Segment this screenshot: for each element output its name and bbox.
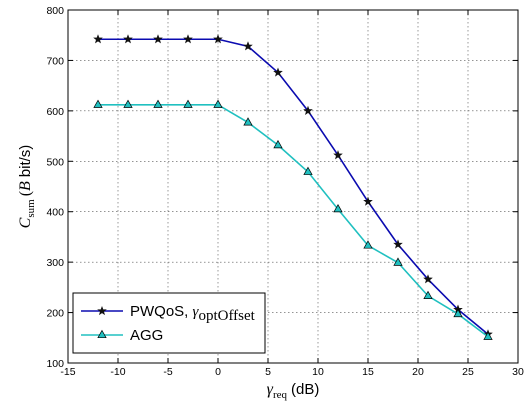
legend-label-agg: AGG (130, 327, 163, 344)
y-tick-label: 100 (46, 358, 64, 370)
data-point-agg (363, 240, 373, 249)
x-tick-label: 5 (265, 366, 271, 378)
y-tick-label: 200 (46, 308, 64, 320)
plot-frame (67, 9, 519, 364)
legend-entry-pwqos: PWQoS, γoptOffset (81, 303, 256, 324)
x-tick-label: 25 (462, 366, 474, 378)
series-agg (93, 99, 493, 340)
x-tick-label: -15 (60, 366, 75, 378)
series-line-agg (98, 104, 489, 338)
data-point-pwqos (153, 34, 163, 44)
series-layer (93, 34, 493, 340)
grid-lines (68, 10, 518, 363)
axis-ticks: -15 -10 -5 0 5 10 15 20 25 30 100 200 300 400 500 600 70… (46, 5, 524, 378)
legend-box (72, 292, 266, 354)
data-point-pwqos (333, 150, 343, 160)
y-axis-label: Csum(Bbit/s) (17, 145, 37, 229)
data-point-pwqos (123, 34, 133, 44)
data-point-agg (213, 99, 223, 108)
data-point-agg (333, 203, 343, 213)
legend-label-pwqos: PWQoS, γoptOffset (130, 303, 256, 324)
data-point-agg (123, 99, 133, 108)
data-point-pwqos (213, 34, 223, 44)
x-tick-label: 0 (215, 366, 221, 378)
data-point-agg (273, 139, 283, 149)
legend-marker-agg (97, 329, 107, 339)
y-tick-label: 400 (46, 207, 64, 219)
y-tick-label: 800 (46, 5, 64, 17)
data-point-agg (483, 331, 493, 340)
data-point-agg (303, 166, 313, 175)
data-point-agg (423, 290, 433, 299)
y-tick-label: 700 (46, 55, 64, 67)
series-pwqos (93, 34, 493, 339)
data-point-pwqos (423, 274, 433, 284)
data-point-agg (393, 257, 403, 266)
data-point-pwqos (393, 239, 403, 249)
x-tick-label: -5 (163, 366, 172, 378)
x-tick-label: 30 (512, 366, 524, 378)
data-point-agg (243, 117, 253, 126)
y-tick-label: 300 (46, 257, 64, 269)
data-point-agg (93, 99, 103, 108)
data-point-agg (153, 99, 163, 108)
data-point-pwqos (303, 105, 313, 115)
x-tick-label: -10 (110, 366, 125, 378)
y-tick-label: 500 (46, 156, 64, 168)
data-point-pwqos (243, 41, 253, 51)
x-axis-label: γreq (dB) (267, 381, 320, 401)
data-point-pwqos (363, 196, 373, 206)
series-line-pwqos (98, 38, 489, 335)
legend-entry-agg: AGG (81, 327, 163, 344)
legend-marker-pwqos (97, 305, 107, 316)
data-point-pwqos (93, 34, 103, 44)
x-tick-label: 10 (312, 366, 324, 378)
x-tick-label: 20 (412, 366, 424, 378)
y-tick-label: 600 (46, 106, 64, 118)
x-tick-label: 15 (362, 366, 374, 378)
data-point-agg (453, 308, 463, 318)
data-point-pwqos (183, 34, 193, 44)
data-point-pwqos (273, 67, 283, 77)
data-point-agg (183, 99, 193, 108)
legend: PWQoS, γoptOffset AGG (72, 292, 266, 354)
